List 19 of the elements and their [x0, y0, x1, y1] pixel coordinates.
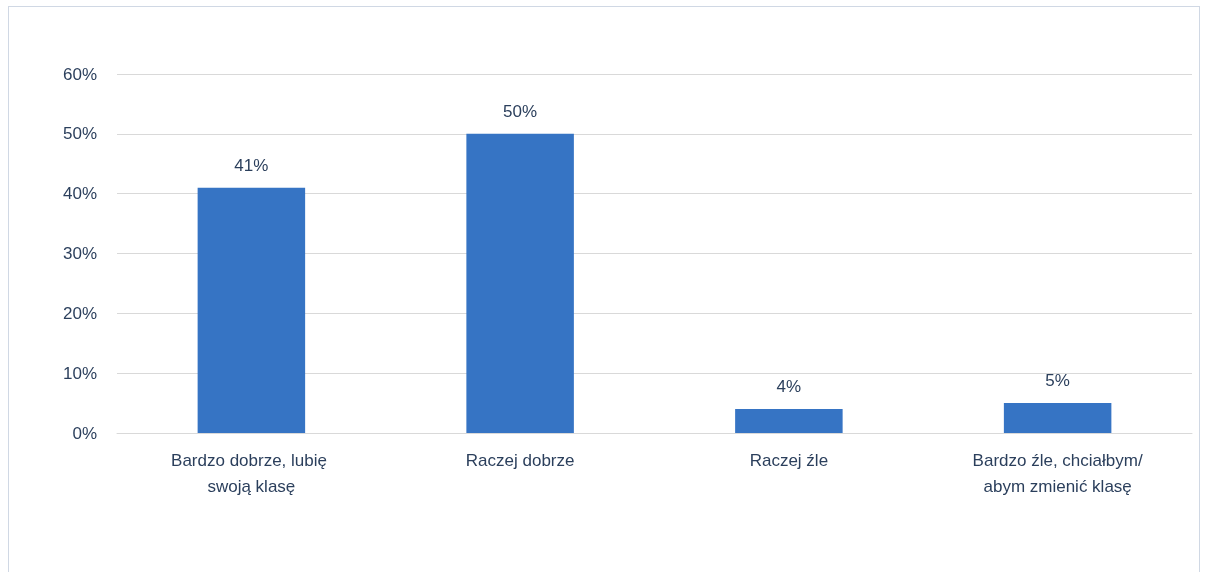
- bar: [1003, 403, 1112, 433]
- x-tick-label: Bardzo źle, chciałbym/abym zmienić klasę: [972, 450, 1143, 496]
- y-tick-label: 20%: [62, 303, 97, 323]
- bar: [466, 133, 574, 433]
- data-label: 5%: [1045, 371, 1070, 391]
- y-tick-label: 0%: [72, 423, 97, 443]
- y-tick-label: 60%: [62, 64, 97, 84]
- x-tick-label: Raczej źle: [749, 450, 829, 470]
- data-label: 50%: [503, 101, 538, 121]
- data-label: 4%: [776, 377, 802, 397]
- bar: [197, 187, 306, 433]
- y-tick-label: 40%: [62, 184, 97, 204]
- data-label: 41%: [234, 155, 269, 175]
- x-tick-label: Raczej dobrze: [465, 450, 575, 470]
- y-tick-label: 50%: [62, 124, 97, 144]
- x-tick-label: Bardzo dobrze, lubię swoją klasę: [171, 450, 332, 496]
- bar: [735, 409, 843, 433]
- y-tick-label: 10%: [62, 363, 97, 383]
- y-tick-label: 30%: [62, 244, 97, 263]
